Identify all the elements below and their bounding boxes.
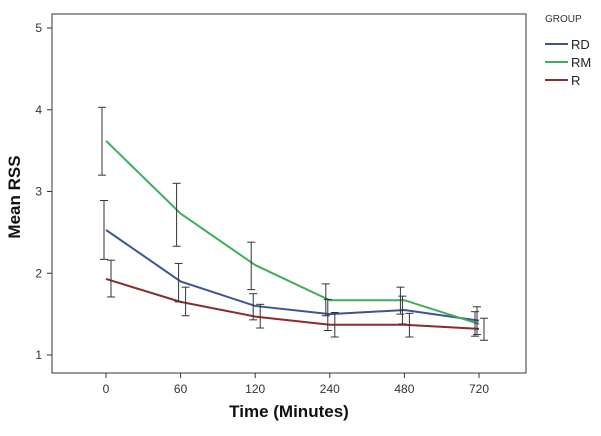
y-axis-ticks: 1 2 3 4 5 xyxy=(35,21,52,362)
y-tick-label: 1 xyxy=(35,348,42,362)
y-axis-title: Mean RSS xyxy=(5,155,24,238)
y-tick-label: 2 xyxy=(35,266,42,280)
legend-label-rm: RM xyxy=(571,55,591,70)
x-tick-label: 240 xyxy=(320,382,340,396)
series-line xyxy=(105,278,480,330)
series-line xyxy=(105,229,480,322)
y-tick-label: 5 xyxy=(35,21,42,35)
x-axis-title: Time (Minutes) xyxy=(229,402,349,421)
series-line xyxy=(105,140,480,325)
x-axis-ticks: 0 60 120 240 480 720 xyxy=(103,373,489,396)
x-tick-label: 0 xyxy=(103,382,110,396)
legend-title: GROUP xyxy=(545,14,582,25)
plot-frame xyxy=(51,13,527,374)
series-rm xyxy=(105,140,480,325)
legend-items: RD RM R xyxy=(545,37,591,88)
series-layer xyxy=(98,106,488,341)
error-bars-rm xyxy=(98,106,479,337)
series-r xyxy=(105,278,480,330)
legend-label-rd: RD xyxy=(571,37,590,52)
x-tick-label: 480 xyxy=(394,382,414,396)
legend-label-r: R xyxy=(571,73,580,88)
error-bars-rd xyxy=(100,199,481,336)
y-tick-label: 3 xyxy=(35,185,42,199)
error-bars-r xyxy=(107,259,488,341)
x-tick-label: 120 xyxy=(245,382,265,396)
y-tick-label: 4 xyxy=(35,103,42,117)
series-rd xyxy=(105,229,480,322)
x-tick-label: 60 xyxy=(174,382,188,396)
x-tick-label: 720 xyxy=(469,382,489,396)
legend: GROUP RD RM R xyxy=(545,14,591,88)
